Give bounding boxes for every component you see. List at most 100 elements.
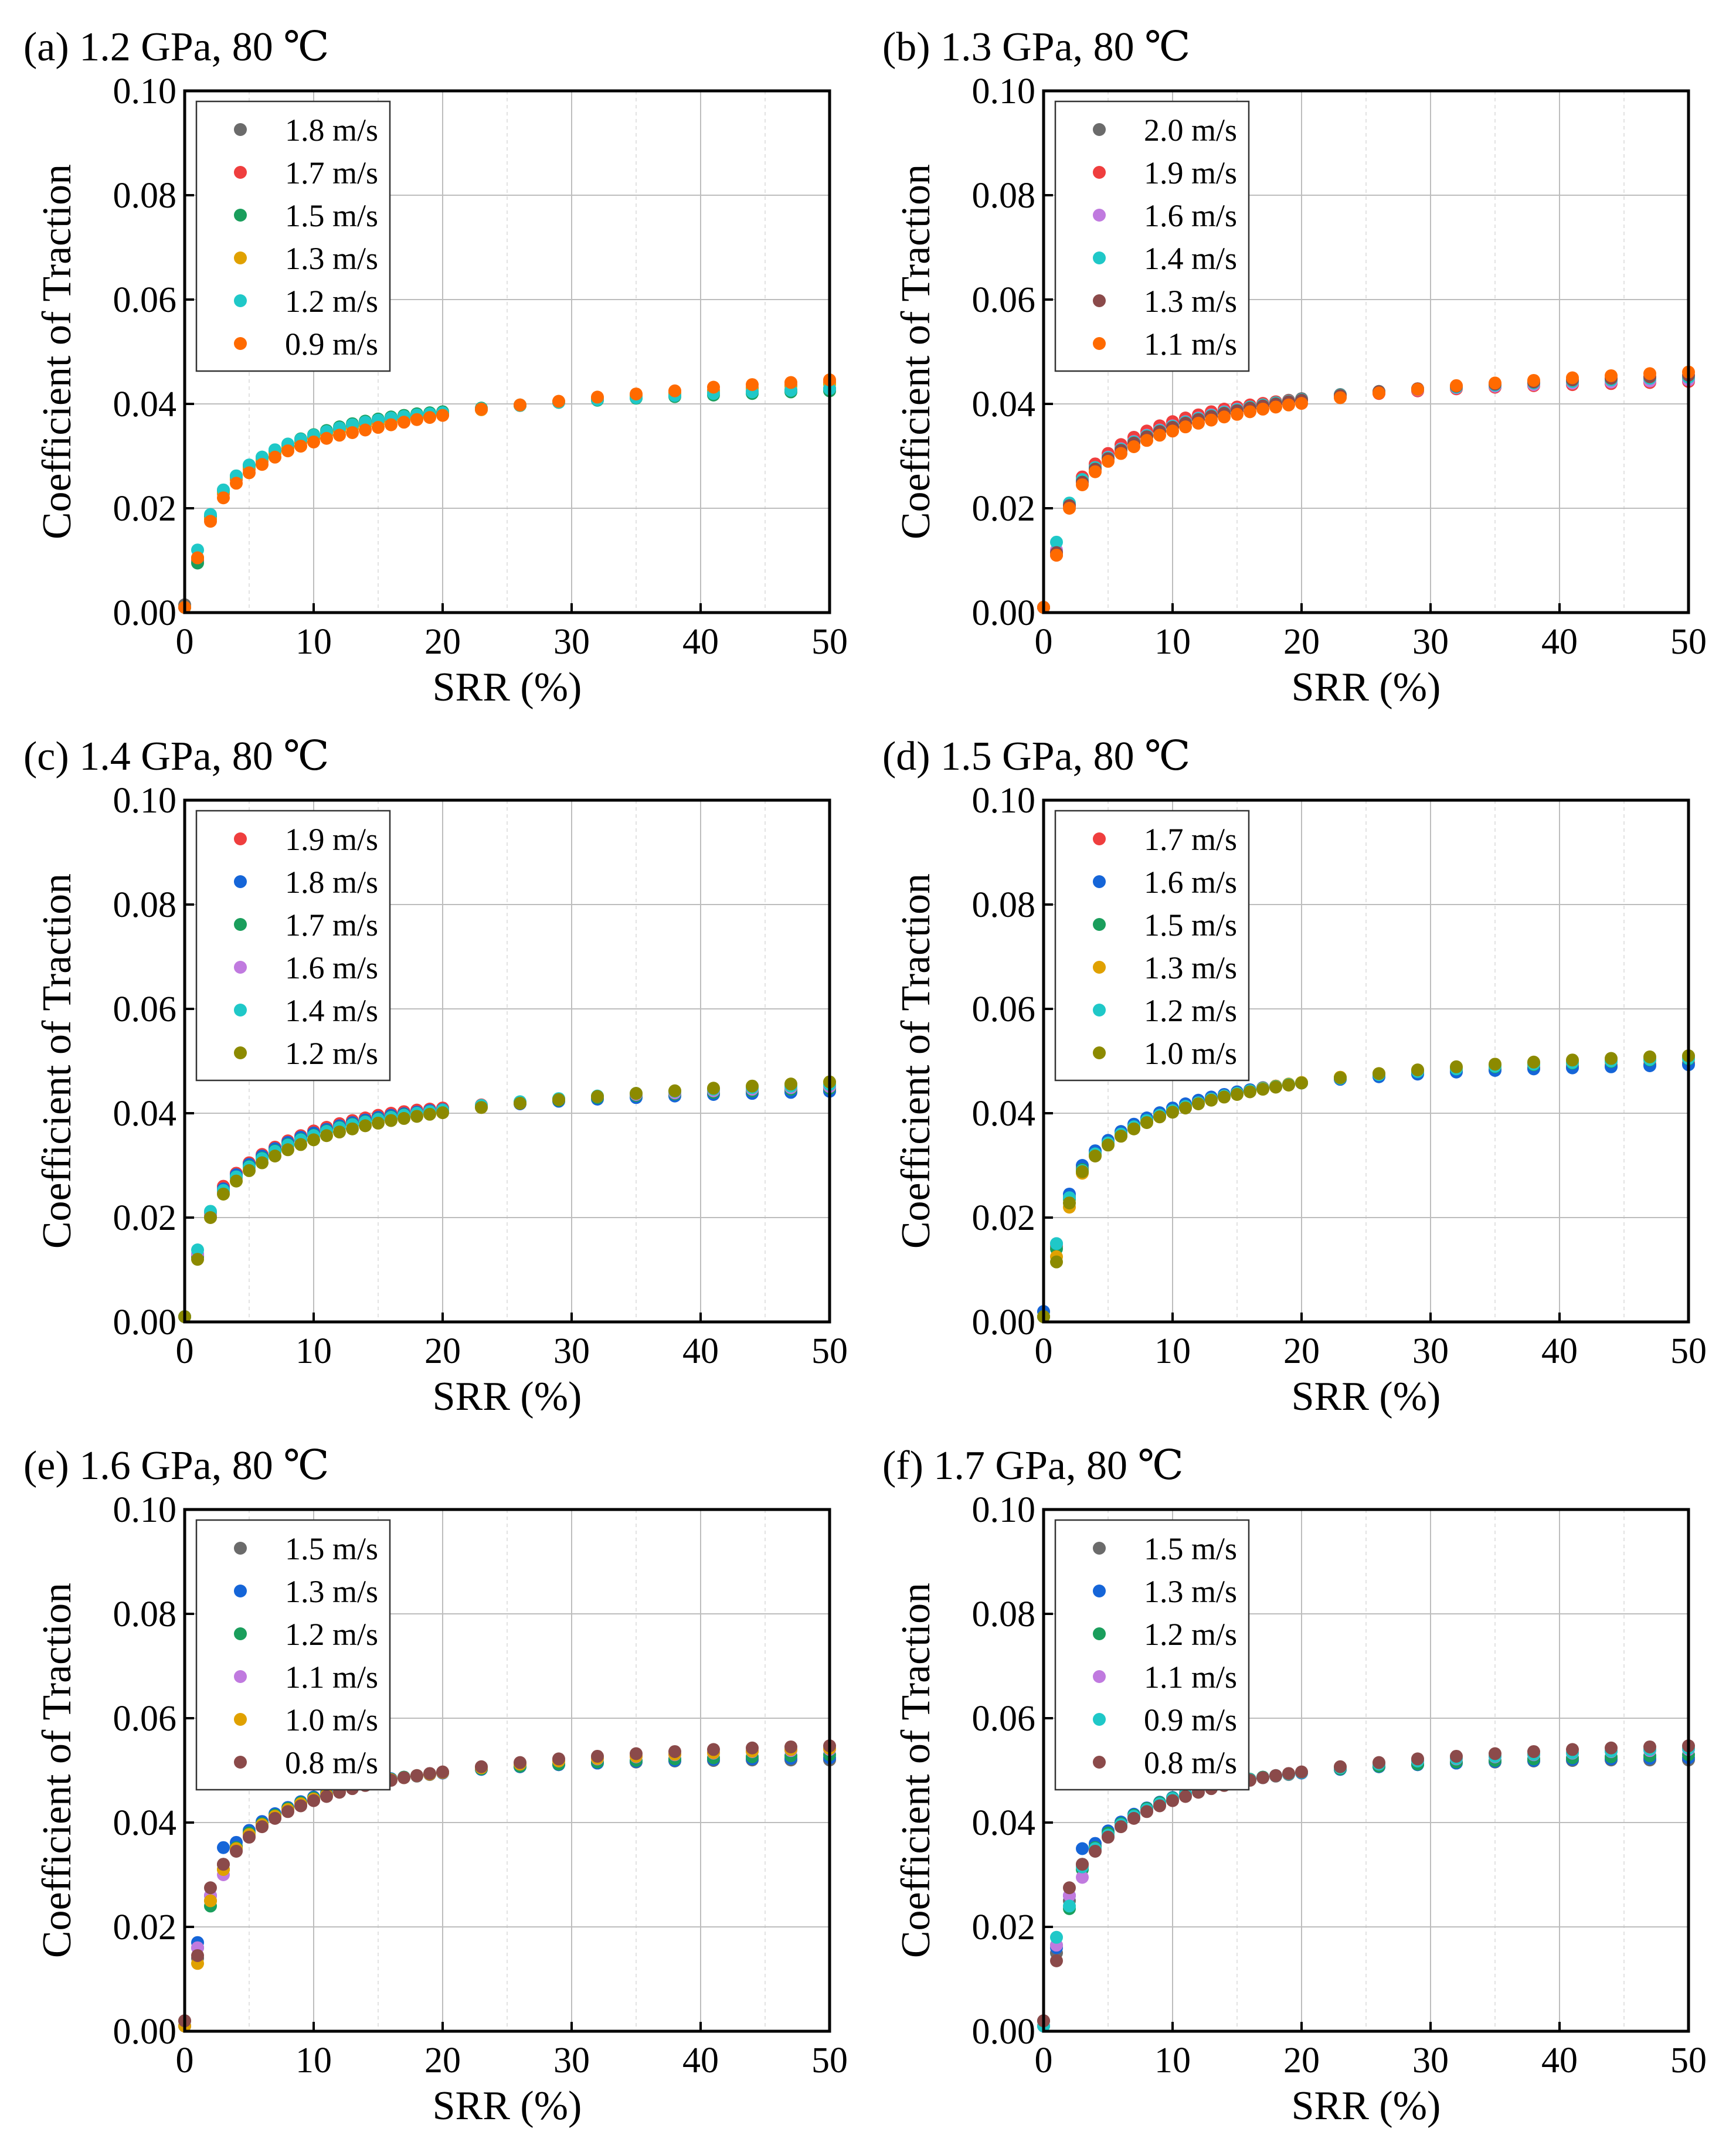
plot-frame [183,1508,831,2033]
data-point [294,1138,307,1151]
legend-item: 1.5 m/s [1093,1531,1237,1566]
data-point [1050,1930,1063,1944]
y-axis-title: Coefficient of Traction [35,1583,80,1958]
data-point [1089,1844,1102,1858]
data-point [1166,424,1179,438]
x-axis-title: SRR (%) [433,2083,582,2129]
legend-marker [234,337,247,350]
data-point [346,426,359,439]
y-axis-title: Coefficient of Traction [894,1583,939,1958]
data-point [191,551,204,565]
data-point [552,395,565,408]
data-point [307,1794,320,1807]
legend-item: 1.7 m/s [234,155,378,191]
legend-label: 1.7 m/s [285,155,378,191]
data-point [514,1097,526,1110]
data-point [269,1149,281,1162]
y-tick-label: 0.00 [113,593,177,633]
data-point [784,376,797,389]
y-tick-label: 0.00 [972,1303,1036,1342]
data-point [514,1756,526,1769]
legend-item: 1.6 m/s [1093,198,1237,233]
legend-label: 1.5 m/s [285,198,378,233]
y-axis: 0.00 0.02 0.04 0.06 0.08 0.10 [972,1490,1053,2052]
x-axis-title: SRR (%) [1292,665,1441,710]
data-point [1140,1805,1153,1818]
x-axis: 0 10 20 30 40 50 [176,1313,848,1371]
y-tick-label: 0.10 [113,72,177,111]
data-point [1450,379,1463,392]
data-point [1127,1811,1140,1825]
legend-marker [234,1713,247,1726]
data-point [359,423,372,437]
data-point [204,1894,217,1908]
data-point [217,491,230,505]
data-point [1450,1060,1463,1073]
data-point [1244,1085,1256,1099]
y-tick-label: 0.06 [972,1699,1036,1739]
x-axis-title: SRR (%) [433,665,582,710]
data-point [1089,1149,1102,1162]
data-point [256,1156,269,1170]
data-point [514,398,526,412]
legend-label: 1.9 m/s [1144,155,1237,191]
y-tick-label: 0.10 [113,781,177,821]
legend-marker [1093,1756,1106,1769]
data-point [1269,1080,1282,1094]
legend-item: 1.1 m/s [1093,1660,1237,1695]
data-point [1179,420,1192,434]
x-tick-label: 40 [1541,622,1578,662]
legend-marker [234,875,247,888]
y-tick-label: 0.04 [113,1094,177,1134]
legend-marker [234,1670,247,1683]
x-tick-label: 10 [1154,2041,1191,2080]
legend-label: 1.6 m/s [1144,865,1237,900]
data-point [1050,1237,1063,1250]
x-tick-label: 10 [295,2041,332,2080]
legend: 1.7 m/s 1.6 m/s 1.5 m/s 1.3 m/s 1.2 m/s 1.0 m… [1054,810,1250,1082]
data-point [436,1765,449,1779]
data-point [668,1745,681,1758]
legend-item: 1.6 m/s [234,950,378,985]
series-1-1-m-s [1037,365,1695,614]
y-tick-label: 0.04 [972,1803,1036,1843]
legend-label: 1.8 m/s [285,865,378,900]
data-point [398,416,410,429]
data-point [423,1107,436,1121]
legend-label: 1.7 m/s [1144,822,1237,857]
y-axis-title: Coefficient of Traction [894,873,939,1249]
y-tick-label: 0.10 [972,781,1036,821]
legend: 1.9 m/s 1.8 m/s 1.7 m/s 1.6 m/s 1.4 m/s 1.2 m… [195,810,391,1082]
legend-item: 1.3 m/s [1093,1574,1237,1609]
data-point [1166,1106,1179,1119]
legend-marker [234,209,247,222]
data-point [423,1767,436,1780]
data-point [746,378,759,392]
x-tick-label: 50 [1670,1331,1707,1371]
data-point [1192,416,1205,430]
data-point [398,1771,410,1784]
data-point [1527,1745,1540,1758]
data-point [307,435,320,448]
data-points [178,1739,836,2033]
legend-marker [1093,209,1106,222]
data-point [1334,1071,1347,1085]
data-point [1269,1769,1282,1782]
legend-box [1054,810,1250,1082]
legend-item: 2.0 m/s [1093,113,1237,148]
data-point [1205,1093,1218,1107]
plot-frame [1042,89,1690,614]
data-point [1102,1830,1115,1844]
legend-item: 1.3 m/s [234,1574,378,1609]
data-point [230,1174,243,1188]
legend-marker [1093,1670,1106,1683]
data-point [1489,1747,1501,1760]
x-tick-label: 50 [1670,622,1707,662]
data-point [1489,376,1501,390]
data-point [372,421,385,434]
x-tick-label: 30 [553,1331,590,1371]
x-axis-title: SRR (%) [433,1374,582,1419]
data-point [1205,413,1218,427]
data-point [243,466,256,480]
data-point [1153,429,1166,442]
